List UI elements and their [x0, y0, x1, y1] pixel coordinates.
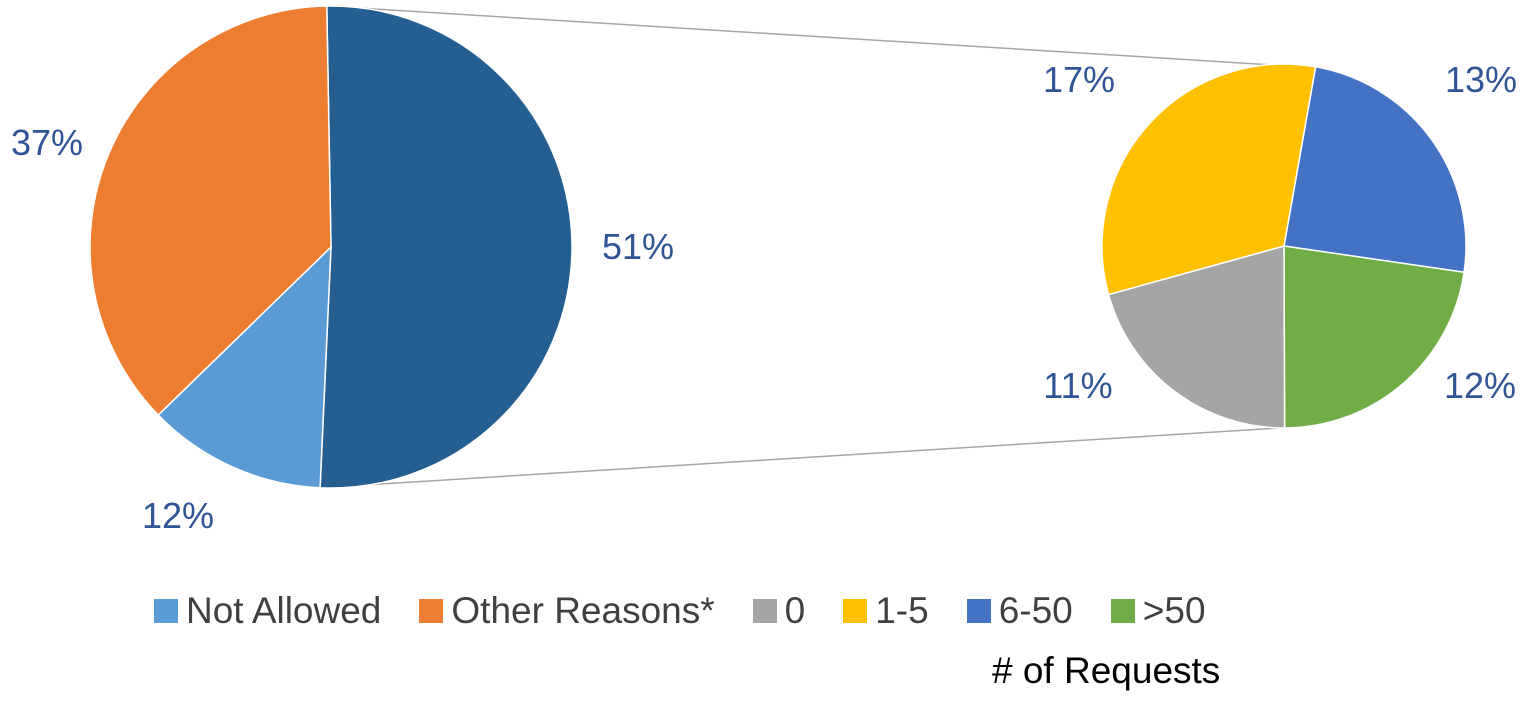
- connector-line-bottom: [320, 427, 1281, 489]
- data-label: 51%: [602, 226, 674, 267]
- legend: Not Allowed Other Reasons* 0 1-5 6-50 >5…: [154, 590, 1244, 632]
- legend-label: Other Reasons*: [451, 590, 715, 631]
- connector-lines: [320, 5, 1323, 489]
- legend-swatch: [1110, 599, 1135, 623]
- legend-swatch: [154, 599, 178, 623]
- pie-slice-50: [1283, 245, 1465, 429]
- legend-swatch: [843, 599, 868, 623]
- legend-label: >50: [1142, 590, 1206, 631]
- main-pie: [89, 5, 573, 489]
- legend-item-not-allowed: Not Allowed: [154, 590, 381, 632]
- pie-slice-1-5: [1101, 63, 1317, 296]
- pie-slice-other: [319, 5, 573, 489]
- legend-label: 0: [784, 590, 806, 631]
- connector-line-top: [326, 5, 1323, 69]
- legend-label: 6-50: [998, 590, 1073, 631]
- legend-item-over-50: >50: [1110, 590, 1206, 632]
- data-label: 13%: [1445, 59, 1517, 100]
- legend-swatch: [752, 599, 777, 623]
- data-label: 37%: [11, 122, 83, 163]
- axis-title: # of Requests: [992, 650, 1221, 691]
- pie-slice-0: [1107, 245, 1286, 429]
- data-label: 12%: [142, 495, 214, 536]
- legend-label: 1-5: [875, 590, 929, 631]
- legend-item-6-50: 6-50: [966, 590, 1073, 632]
- pie-slice-other-reasons: [89, 5, 332, 417]
- legend-swatch: [419, 599, 444, 623]
- legend-label: Not Allowed: [186, 590, 382, 631]
- data-labels: 12% 37% 51% 13% 12% 11% 17%: [11, 59, 1517, 536]
- legend-swatch: [966, 599, 991, 623]
- legend-item-0: 0: [752, 590, 806, 632]
- legend-item-other-reasons: Other Reasons*: [419, 590, 715, 632]
- data-label: 17%: [1043, 59, 1115, 100]
- pie-slice-not-allowed: [157, 245, 332, 489]
- pie-slice-6-50: [1283, 65, 1467, 274]
- data-label: 11%: [1043, 365, 1112, 406]
- secondary-pie: [1101, 63, 1467, 429]
- legend-item-1-5: 1-5: [843, 590, 929, 632]
- data-label: 12%: [1444, 365, 1516, 406]
